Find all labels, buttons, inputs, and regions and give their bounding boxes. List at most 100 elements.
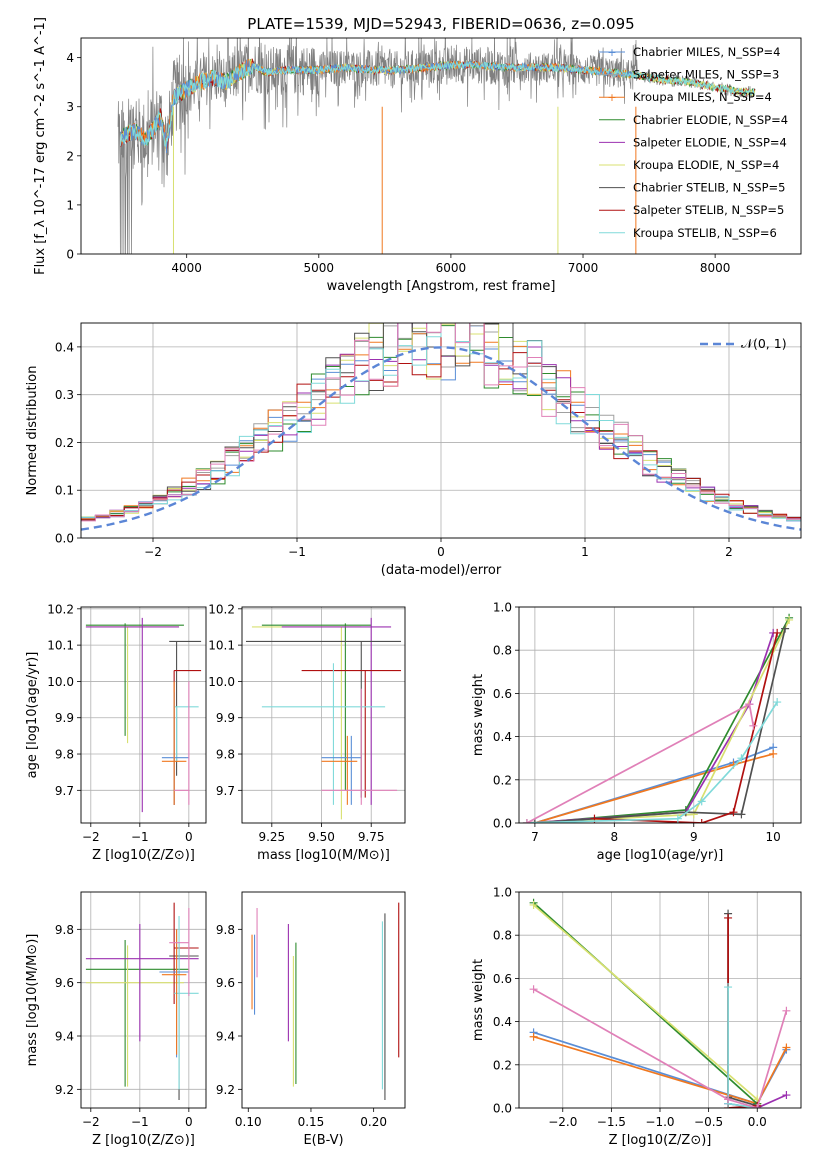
plot-area xyxy=(522,613,794,823)
y-tick-label: 0 xyxy=(66,248,74,262)
x-tick-label: 0.10 xyxy=(235,1115,262,1129)
y-tick-label: 10.2 xyxy=(208,602,235,616)
legend: + Chabrier MILES, N_SSP=4 + Salpeter MILES,… xyxy=(599,45,788,240)
weight-line xyxy=(727,917,758,1108)
y-tick-label: 0.3 xyxy=(55,388,74,402)
legend-label: Chabrier MILES, N_SSP=4 xyxy=(633,45,780,59)
weight-marker xyxy=(782,1043,791,1052)
x-tick-label: 7 xyxy=(531,830,539,844)
y-tick-label: 0.0 xyxy=(493,817,512,831)
histogram-steps xyxy=(81,323,801,521)
x-tick-label: 7000 xyxy=(568,261,599,275)
legend-label: Kroupa STELIB, N_SSP=6 xyxy=(633,226,777,240)
y-tick-label: 9.8 xyxy=(55,748,74,762)
y-tick-label: 9.7 xyxy=(216,784,235,798)
weight-marker xyxy=(773,628,782,637)
y-tick-label: 10.0 xyxy=(208,675,235,689)
legend-label: Kroupa ELODIE, N_SSP=4 xyxy=(633,158,779,172)
x-axis-label: mass [log10(M/M⊙)] xyxy=(257,848,390,863)
weight-marker xyxy=(729,808,738,817)
x-tick-label: −2 xyxy=(144,545,162,559)
weight-line xyxy=(534,617,790,823)
plot-area xyxy=(85,902,199,1100)
y-tick-label: 9.2 xyxy=(55,1083,74,1097)
x-tick-label: 0.0 xyxy=(748,1115,767,1129)
x-tick-label: 4000 xyxy=(171,261,202,275)
legend-label: Salpeter ELODIE, N_SSP=4 xyxy=(633,135,787,149)
panel-1: −2 −1 0 1 2 0.0 0.1 0.2 0.3 0.4 (data-model)/error… xyxy=(25,322,802,578)
y-tick-label: 0.4 xyxy=(55,340,74,354)
x-axis-label: Z [log10(Z/Z⊙)] xyxy=(609,1133,712,1148)
x-tick-label: 9.75 xyxy=(358,830,385,844)
x-tick-label: 2 xyxy=(725,545,733,559)
y-tick-label: 9.4 xyxy=(55,1030,74,1044)
y-tick-label: 1.0 xyxy=(493,886,512,900)
x-tick-label: −1 xyxy=(131,830,149,844)
plot-area xyxy=(529,898,791,1108)
x-axis-label: wavelength [Angstrom, rest frame] xyxy=(327,279,556,294)
weight-marker xyxy=(530,819,539,823)
y-tick-label: 10.1 xyxy=(208,639,235,653)
legend-marker: + xyxy=(607,46,616,59)
legend-label: Salpeter STELIB, N_SSP=5 xyxy=(633,203,784,217)
panel-7: −2.0 −1.5 −1.0 −0.5 0.0 0.0 0.2 0.4 0.6 0.8 1.0 Z [… xyxy=(471,886,802,1148)
x-axis-label: (data-model)/error xyxy=(381,563,502,578)
y-tick-label: 0.2 xyxy=(55,436,74,450)
weight-marker xyxy=(782,1006,791,1015)
y-tick-label: 4 xyxy=(66,51,74,65)
axes-frame xyxy=(80,322,802,539)
y-tick-label: 0.2 xyxy=(493,1058,512,1072)
weight-marker xyxy=(697,819,706,823)
plot-area xyxy=(117,38,756,254)
y-tick-label: 9.8 xyxy=(55,923,74,937)
weight-marker xyxy=(697,797,706,806)
legend-label: Chabrier STELIB, N_SSP=5 xyxy=(633,181,785,195)
weight-marker xyxy=(522,819,531,823)
y-tick-label: 0.4 xyxy=(493,730,512,744)
weight-line xyxy=(533,904,758,1101)
y-tick-label: 9.4 xyxy=(216,1030,235,1044)
x-tick-label: 0.15 xyxy=(298,1115,325,1129)
y-tick-label: 10.0 xyxy=(47,675,74,689)
y-tick-label: 1.0 xyxy=(493,601,512,615)
y-tick-label: 9.2 xyxy=(216,1083,235,1097)
y-tick-label: 10.1 xyxy=(47,639,74,653)
axes-frame xyxy=(518,891,802,1109)
y-tick-label: 0.4 xyxy=(493,1015,512,1029)
weight-marker xyxy=(745,700,754,709)
panel-4: 7 8 9 10 0.0 0.2 0.4 0.6 0.8 1.0 age [log10(age/yr… xyxy=(471,601,802,863)
y-tick-label: 0.0 xyxy=(55,532,74,546)
weight-marker xyxy=(673,814,682,823)
panel-2: −2 −1 0 9.7 9.8 9.9 10.0 10.1 10.2 Z [log10(Z/Z⊙)… xyxy=(25,602,207,863)
figure-title: PLATE=1539, MJD=52943, FIBERID=0636, z=0… xyxy=(247,15,634,33)
weight-marker xyxy=(724,983,733,992)
y-tick-label: 0.6 xyxy=(493,687,512,701)
weight-marker xyxy=(529,985,538,994)
x-tick-label: −0.5 xyxy=(694,1115,723,1129)
legend-label: Salpeter MILES, N_SSP=3 xyxy=(633,68,779,82)
legend-marker: + xyxy=(607,69,616,82)
y-tick-label: 0.2 xyxy=(493,773,512,787)
y-axis-label: mass [log10(M/M⊙)] xyxy=(25,934,40,1067)
x-tick-label: 9.25 xyxy=(258,830,285,844)
axes-frame xyxy=(80,606,207,824)
weight-marker xyxy=(753,1104,762,1108)
y-tick-label: 9.8 xyxy=(216,923,235,937)
x-tick-label: −2 xyxy=(82,1115,100,1129)
axes-frame xyxy=(80,891,207,1109)
x-tick-label: −1.5 xyxy=(597,1115,626,1129)
y-axis-label: Flux [f_λ 10^-17 erg cm^-2 s^-1 A^-1] xyxy=(33,17,48,275)
y-axis-label: mass weight xyxy=(471,674,486,756)
y-axis-label: age [log10(age/yr)] xyxy=(25,652,40,779)
x-tick-label: 0 xyxy=(185,830,193,844)
weight-line xyxy=(533,988,788,1108)
y-tick-label: 0.0 xyxy=(493,1102,512,1116)
weight-marker xyxy=(781,624,790,633)
y-tick-label: 0.6 xyxy=(493,972,512,986)
x-tick-label: 0 xyxy=(437,545,445,559)
y-tick-label: 9.7 xyxy=(55,784,74,798)
legend-label: Kroupa MILES, N_SSP=4 xyxy=(633,90,772,104)
axes-frame xyxy=(241,606,406,824)
y-tick-label: 1 xyxy=(66,198,74,212)
